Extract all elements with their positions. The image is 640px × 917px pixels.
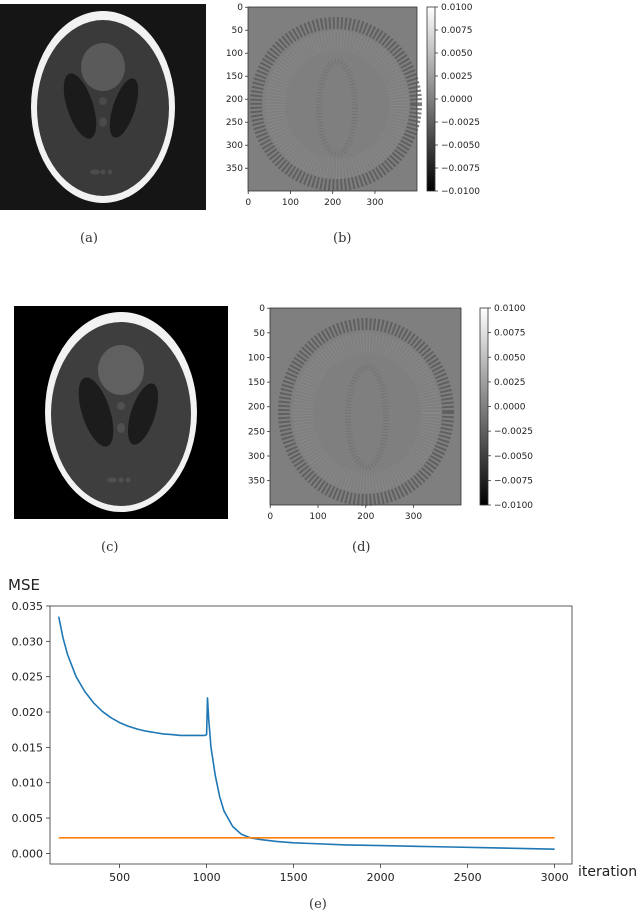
- map-ytick-label: 200: [226, 95, 243, 105]
- mse-xtick-label: 1000: [193, 871, 221, 884]
- mse-ytick-label: 0.000: [12, 847, 44, 860]
- map-ytick-label: 0: [237, 3, 243, 13]
- colorbar-tick-label: 0.0025: [494, 378, 526, 388]
- colorbar-tick-label: 0.0100: [441, 3, 473, 13]
- mse-ytick-label: 0.035: [12, 600, 44, 613]
- map-xtick-label: 0: [267, 512, 273, 522]
- x-axis-label: iteration: [578, 864, 637, 880]
- map-ytick-label: 50: [232, 26, 244, 36]
- map-ytick-label: 200: [248, 403, 265, 413]
- mse-xtick-label: 1500: [280, 871, 308, 884]
- mse-ytick-label: 0.015: [12, 741, 44, 754]
- map-ytick-label: 250: [248, 427, 265, 437]
- mse-xtick-label: 3000: [541, 871, 569, 884]
- caption-c: (c): [101, 540, 119, 555]
- mse-xtick-label: 2000: [367, 871, 395, 884]
- map-ytick-label: 250: [226, 118, 243, 128]
- map-ytick-label: 150: [226, 72, 243, 82]
- colorbar-tick-label: −0.0050: [441, 141, 480, 151]
- error-map-d: 0 50 100 150 200 250 300 350 0 100 200 300 0.0100 0…: [248, 304, 533, 522]
- mse-ytick-label: 0.005: [12, 812, 44, 825]
- colorbar-tick-label: −0.0050: [494, 452, 533, 462]
- error-map-b: 0 50 100 150 200 250 300 350 0 100 200 300 0.0100 0…: [226, 3, 480, 208]
- colorbar-tick-label: 0.0025: [441, 72, 473, 82]
- colorbar-tick-label: 0.0050: [441, 49, 473, 59]
- map-xtick-label: 100: [309, 512, 326, 522]
- map-xtick-label: 200: [324, 198, 341, 208]
- phantom-image-a: [0, 4, 206, 210]
- colorbar-tick-label: 0.0075: [494, 329, 526, 339]
- mse-series-line-1: [57, 616, 555, 850]
- mse-ytick-label: 0.030: [12, 635, 44, 648]
- colorbar-tick-label: −0.0100: [441, 187, 480, 197]
- colorbar-tick-label: 0.0000: [494, 403, 526, 413]
- map-xtick-label: 300: [405, 512, 422, 522]
- phantom-image-c: [14, 306, 228, 519]
- map-ytick-label: 350: [226, 164, 243, 174]
- plot-area: [49, 605, 573, 865]
- colorbar-tick-label: 0.0100: [494, 304, 526, 314]
- map-ytick-label: 100: [248, 353, 265, 363]
- colorbar-tick-label: 0.0050: [494, 353, 526, 363]
- colorbar-tick-label: 0.0075: [441, 26, 473, 36]
- map-xtick-label: 0: [245, 198, 251, 208]
- caption-e: (e): [309, 897, 327, 912]
- map-xtick-label: 100: [282, 198, 299, 208]
- map-ytick-label: 150: [248, 378, 265, 388]
- colorbar-tick-label: 0.0000: [441, 95, 473, 105]
- colorbar-tick-label: −0.0075: [441, 164, 480, 174]
- map-xtick-label: 300: [366, 198, 383, 208]
- map-xtick-label: 200: [357, 512, 374, 522]
- map-ytick-label: 0: [259, 304, 265, 314]
- colorbar-tick-label: −0.0025: [441, 118, 480, 128]
- colorbar-tick-label: −0.0075: [494, 476, 533, 486]
- mse-xtick-label: 500: [109, 871, 130, 884]
- map-ytick-label: 300: [248, 452, 265, 462]
- caption-a: (a): [80, 231, 98, 246]
- mse-ytick-label: 0.025: [12, 671, 44, 684]
- map-ytick-label: 300: [226, 141, 243, 151]
- mse-xtick-label: 2500: [454, 871, 482, 884]
- mse-ytick-label: 0.010: [12, 777, 44, 790]
- caption-b: (b): [333, 231, 352, 246]
- y-axis-label: MSE: [8, 576, 40, 594]
- colorbar-tick-label: −0.0025: [494, 427, 533, 437]
- map-ytick-label: 100: [226, 49, 243, 59]
- colorbar-tick-label: −0.0100: [494, 501, 533, 511]
- map-ytick-label: 50: [254, 329, 266, 339]
- mse-ytick-label: 0.020: [12, 706, 44, 719]
- map-ytick-label: 350: [248, 477, 265, 487]
- caption-d: (d): [352, 540, 371, 555]
- mse-line-chart: MSE iteration 0.000 0.005 0.010 0.015 0.020 0…: [8, 576, 637, 884]
